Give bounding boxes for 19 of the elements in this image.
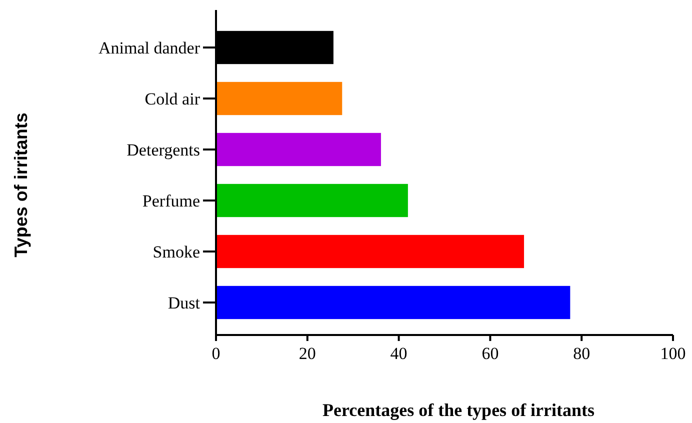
x-tick-label: 40 — [390, 344, 408, 363]
y-axis-title: Types of irritants — [11, 112, 31, 258]
x-tick-label: 60 — [482, 344, 499, 363]
y-tick-label: Cold air — [144, 89, 200, 108]
bar — [216, 234, 524, 268]
bar — [216, 82, 342, 116]
y-tick-label: Animal dander — [98, 38, 200, 58]
bar — [216, 286, 570, 320]
bar — [216, 184, 408, 218]
x-tick-label: 20 — [298, 344, 316, 363]
y-tick-label: Dust — [168, 293, 200, 312]
x-tick-label: 100 — [660, 344, 686, 363]
y-tick-label: Perfume — [142, 191, 200, 210]
x-axis-title: Percentages of the types of irritants — [322, 400, 595, 420]
bar — [216, 132, 381, 166]
y-tick-label: Detergents — [126, 140, 200, 160]
y-tick-label: Smoke — [152, 242, 200, 262]
x-tick-label: 80 — [573, 344, 590, 363]
x-tick-label: 0 — [212, 344, 220, 363]
